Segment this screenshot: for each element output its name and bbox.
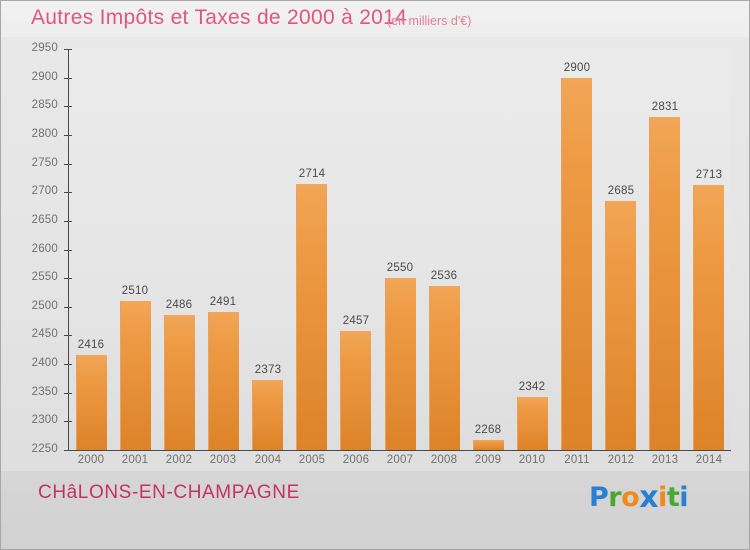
proxiti-logo[interactable]: Proxiti	[589, 479, 688, 515]
x-tick-label-2007: 2007	[386, 454, 414, 466]
y-tick-label: 2250	[31, 443, 58, 455]
y-tick-mark	[64, 135, 72, 136]
x-tick-label-2013: 2013	[651, 454, 679, 466]
bar-value-label: 2342	[518, 381, 546, 393]
bar-2005[interactable]	[296, 184, 327, 450]
y-tick-label: 2700	[31, 185, 58, 197]
x-tick-label-2008: 2008	[430, 454, 458, 466]
y-tick-mark	[64, 78, 72, 79]
y-tick-mark	[64, 421, 72, 422]
bar-value-label: 2831	[651, 101, 679, 113]
x-tick-label-2005: 2005	[298, 454, 326, 466]
bar-value-label: 2550	[386, 262, 414, 274]
y-tick-mark	[64, 250, 72, 251]
x-tick-label-2001: 2001	[121, 454, 149, 466]
bar-value-label: 2457	[342, 315, 370, 327]
y-tick-mark	[64, 278, 72, 279]
bar-2009[interactable]	[473, 440, 504, 450]
bar-2010[interactable]	[517, 397, 548, 450]
bar-value-label: 2510	[121, 285, 149, 297]
y-tick-label: 2350	[31, 386, 58, 398]
bar-2012[interactable]	[605, 201, 636, 450]
bar-2008[interactable]	[429, 286, 460, 450]
bar-value-label: 2536	[430, 270, 458, 282]
y-tick-label: 2400	[31, 357, 58, 369]
y-tick-mark	[64, 49, 72, 50]
logo-letter-1: r	[608, 482, 622, 513]
bar-value-label: 2268	[474, 424, 502, 436]
bar-2003[interactable]	[208, 312, 239, 450]
y-tick-mark	[64, 192, 72, 193]
bar-2011[interactable]	[561, 78, 592, 450]
y-tick-label: 2900	[31, 71, 58, 83]
y-tick-mark	[64, 364, 72, 365]
logo-letter-0: P	[589, 482, 609, 513]
logo-letter-6: i	[679, 482, 688, 513]
bar-2013[interactable]	[649, 117, 680, 450]
bar-value-label: 2685	[607, 185, 635, 197]
bar-2007[interactable]	[385, 278, 416, 450]
bar-2001[interactable]	[120, 301, 151, 450]
bar-value-label: 2491	[209, 296, 237, 308]
y-tick-mark	[64, 307, 72, 308]
bar-value-label: 2373	[254, 364, 282, 376]
y-tick-mark	[64, 106, 72, 107]
x-tick-label-2010: 2010	[518, 454, 546, 466]
bar-value-label: 2713	[695, 169, 723, 181]
x-tick-label-2012: 2012	[607, 454, 635, 466]
chart-header: Autres Impôts et Taxes de 2000 à 2014 (e…	[1, 1, 749, 37]
bar-2014[interactable]	[693, 185, 724, 450]
x-tick-label-2000: 2000	[77, 454, 105, 466]
y-tick-label: 2550	[31, 271, 58, 283]
y-tick-label: 2500	[31, 300, 58, 312]
bar-2000[interactable]	[76, 355, 107, 450]
bar-value-label: 2900	[563, 62, 591, 74]
y-tick-mark	[64, 335, 72, 336]
y-tick-label: 2600	[31, 243, 58, 255]
y-tick-label: 2650	[31, 214, 58, 226]
bar-value-label: 2714	[298, 168, 326, 180]
y-tick-label: 2450	[31, 328, 58, 340]
y-tick-label: 2800	[31, 128, 58, 140]
x-tick-label-2014: 2014	[695, 454, 723, 466]
x-tick-label-2004: 2004	[254, 454, 282, 466]
chart-units-subtitle: (en milliers d'€)	[387, 14, 472, 28]
logo-letter-4: i	[658, 482, 667, 513]
city-label: CHâLONS-EN-CHAMPAGNE	[38, 482, 300, 503]
x-tick-label-2002: 2002	[165, 454, 193, 466]
y-tick-mark	[64, 221, 72, 222]
bar-2006[interactable]	[340, 331, 371, 450]
chart-footer: CHâLONS-EN-CHAMPAGNE Proxiti	[1, 471, 749, 549]
x-tick-label-2011: 2011	[564, 454, 590, 466]
x-tick-label-2006: 2006	[342, 454, 370, 466]
bar-value-label: 2416	[77, 339, 105, 351]
y-tick-label: 2950	[31, 42, 58, 54]
bar-value-label: 2486	[165, 299, 193, 311]
bar-2002[interactable]	[164, 315, 195, 450]
y-tick-label: 2750	[31, 157, 58, 169]
x-tick-label-2009: 2009	[474, 454, 502, 466]
bar-2004[interactable]	[252, 380, 283, 450]
y-tick-mark	[64, 450, 72, 451]
y-tick-mark	[64, 393, 72, 394]
x-axis-line	[68, 450, 731, 451]
x-tick-label-2003: 2003	[209, 454, 237, 466]
logo-letter-2: o	[621, 482, 640, 513]
y-tick-label: 2850	[31, 99, 58, 111]
y-tick-label: 2300	[31, 414, 58, 426]
logo-letter-5: t	[666, 482, 680, 513]
page-title: Autres Impôts et Taxes de 2000 à 2014	[31, 6, 408, 29]
y-tick-mark	[64, 164, 72, 165]
logo-letter-3: x	[639, 480, 659, 515]
